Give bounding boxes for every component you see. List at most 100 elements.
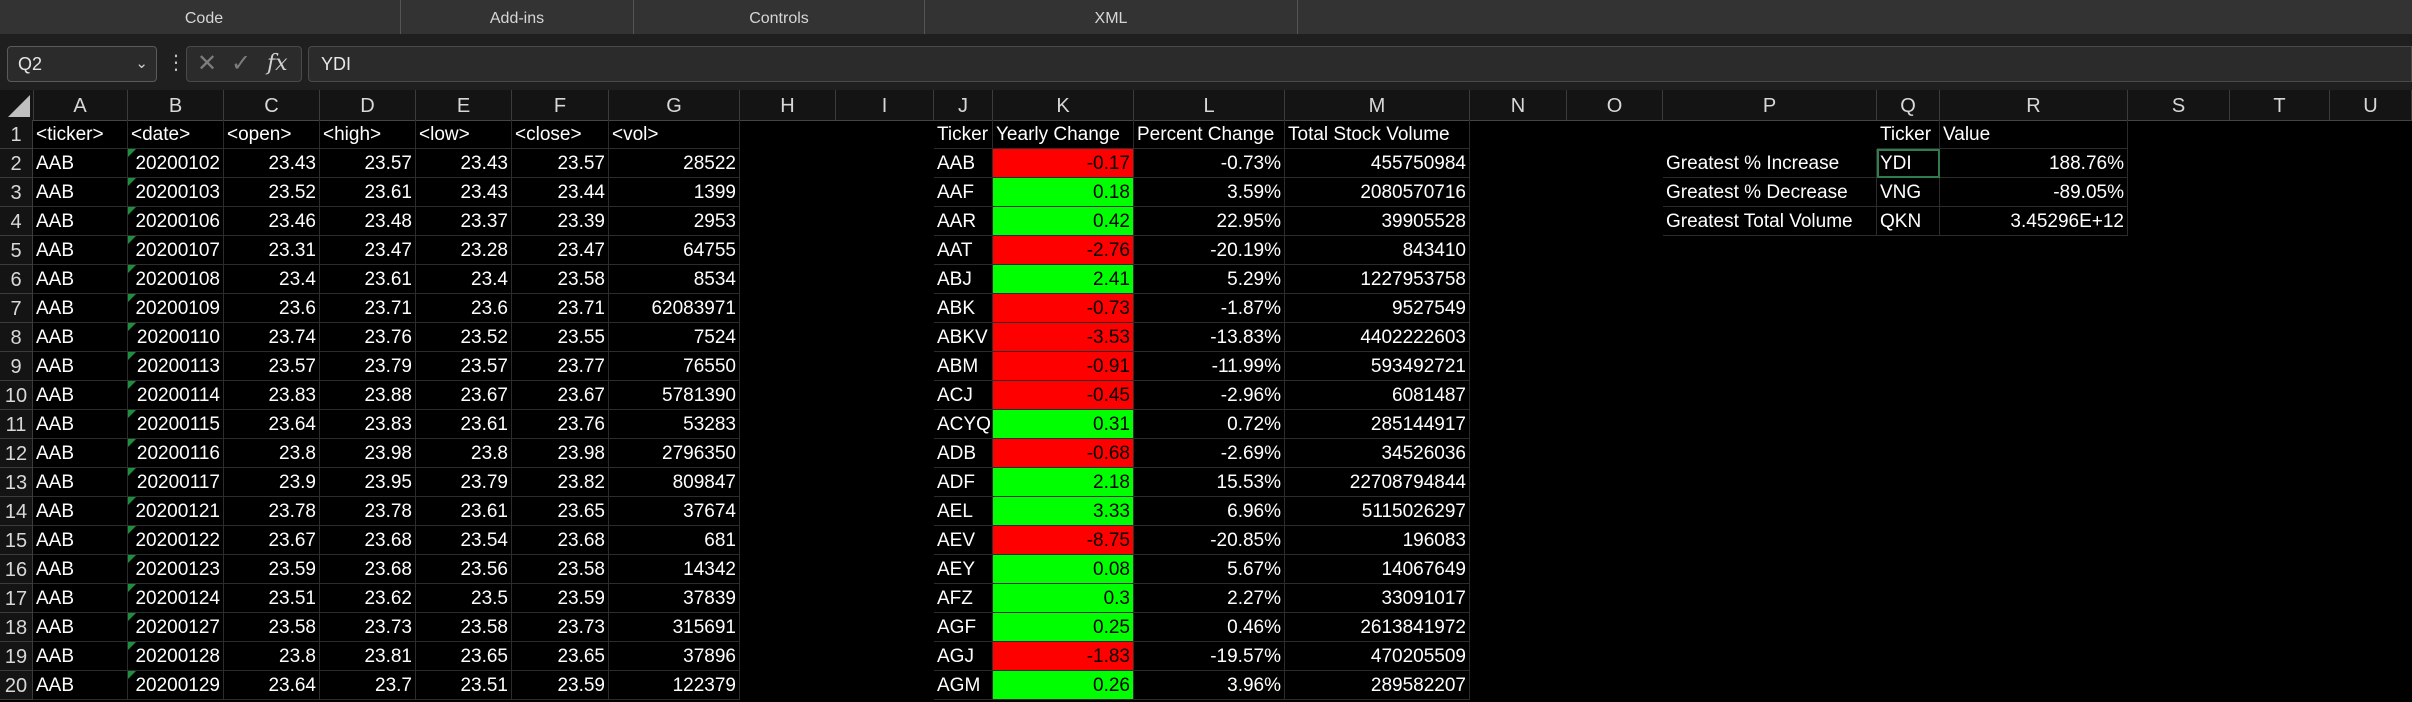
table-cell[interactable]: AAB [33,439,128,468]
table-cell[interactable]: 23.98 [320,439,416,468]
yearly-change-cell[interactable]: -0.68 [993,439,1134,468]
row-header-8[interactable]: 8 [0,323,33,352]
summary-cell[interactable]: 3.59% [1134,178,1285,207]
summary-cell[interactable]: 289582207 [1285,671,1470,700]
column-header-u[interactable]: U [2330,90,2412,120]
table-cell[interactable]: 23.61 [416,497,512,526]
table-cell[interactable]: 23.64 [224,410,320,439]
ribbon-group-code[interactable]: Code [8,0,401,34]
column-header-f[interactable]: F [512,90,609,120]
column-header-i[interactable]: I [836,90,934,120]
row-header-15[interactable]: 15 [0,526,33,555]
row-header-18[interactable]: 18 [0,613,33,642]
greatest-value-cell[interactable]: 3.45296E+12 [1940,207,2128,236]
summary-cell[interactable]: 3.96% [1134,671,1285,700]
yearly-change-cell[interactable]: -0.91 [993,352,1134,381]
table-cell[interactable]: 23.6 [416,294,512,323]
column-header-n[interactable]: N [1470,90,1567,120]
table-cell[interactable]: 23.65 [512,642,609,671]
summary-header-cell[interactable]: Ticker [934,120,993,149]
summary-cell[interactable]: -19.57% [1134,642,1285,671]
table-cell[interactable]: AAB [33,613,128,642]
table-cell[interactable]: 23.7 [320,671,416,700]
insert-function-icon[interactable]: fx [267,51,288,76]
more-options-icon[interactable]: ⋮ [166,52,186,74]
summary-cell[interactable]: AAT [934,236,993,265]
table-cell[interactable]: 23.43 [416,178,512,207]
row-header-2[interactable]: 2 [0,149,33,178]
summary-cell[interactable]: AGF [934,613,993,642]
table-cell[interactable]: 23.83 [320,410,416,439]
greatest-value-cell[interactable]: 188.76% [1940,149,2128,178]
table-cell[interactable]: 23.59 [512,584,609,613]
raw-header-cell[interactable]: <low> [416,120,512,149]
yearly-change-cell[interactable]: -0.73 [993,294,1134,323]
greatest-header-cell[interactable]: Value [1940,120,2128,149]
summary-cell[interactable]: ADF [934,468,993,497]
table-cell[interactable]: 20200115 [128,410,224,439]
table-cell[interactable]: 23.79 [416,468,512,497]
table-cell[interactable]: 23.57 [416,352,512,381]
table-cell[interactable]: 28522 [609,149,740,178]
yearly-change-cell[interactable]: -1.83 [993,642,1134,671]
table-cell[interactable]: 20200128 [128,642,224,671]
summary-header-cell[interactable]: Total Stock Volume [1285,120,1470,149]
table-cell[interactable]: AAB [33,526,128,555]
table-cell[interactable]: 23.44 [512,178,609,207]
column-header-m[interactable]: M [1285,90,1470,120]
summary-cell[interactable]: AGJ [934,642,993,671]
raw-header-cell[interactable]: <date> [128,120,224,149]
summary-cell[interactable]: 6081487 [1285,381,1470,410]
summary-cell[interactable]: AEL [934,497,993,526]
table-cell[interactable]: 37674 [609,497,740,526]
table-cell[interactable]: 23.83 [224,381,320,410]
table-cell[interactable]: 23.54 [416,526,512,555]
summary-cell[interactable]: ABK [934,294,993,323]
summary-cell[interactable]: -2.69% [1134,439,1285,468]
table-cell[interactable]: 681 [609,526,740,555]
table-cell[interactable]: 23.67 [416,381,512,410]
summary-cell[interactable]: 0.46% [1134,613,1285,642]
greatest-value-cell[interactable]: VNG [1877,178,1940,207]
table-cell[interactable]: 23.57 [512,149,609,178]
row-header-19[interactable]: 19 [0,642,33,671]
table-cell[interactable]: 122379 [609,671,740,700]
table-cell[interactable]: 23.74 [224,323,320,352]
table-cell[interactable]: 23.68 [320,555,416,584]
row-header-5[interactable]: 5 [0,236,33,265]
table-cell[interactable]: 23.58 [512,555,609,584]
raw-header-cell[interactable]: <high> [320,120,416,149]
table-cell[interactable]: AAB [33,265,128,294]
table-cell[interactable]: 23.71 [512,294,609,323]
table-cell[interactable]: 23.73 [320,613,416,642]
summary-cell[interactable]: 15.53% [1134,468,1285,497]
table-cell[interactable]: 23.4 [224,265,320,294]
table-cell[interactable]: 23.65 [416,642,512,671]
table-cell[interactable]: AAB [33,555,128,584]
table-cell[interactable]: 20200116 [128,439,224,468]
column-header-s[interactable]: S [2128,90,2230,120]
table-cell[interactable]: 20200108 [128,265,224,294]
table-cell[interactable]: 23.79 [320,352,416,381]
summary-cell[interactable]: 2613841972 [1285,613,1470,642]
yearly-change-cell[interactable]: 0.25 [993,613,1134,642]
table-cell[interactable]: 23.43 [416,149,512,178]
greatest-label-cell[interactable]: Greatest % Increase [1663,149,1877,178]
row-header-20[interactable]: 20 [0,671,33,700]
table-cell[interactable]: 23.56 [416,555,512,584]
table-cell[interactable]: 23.77 [512,352,609,381]
yearly-change-cell[interactable]: 0.31 [993,410,1134,439]
summary-cell[interactable]: 5.67% [1134,555,1285,584]
yearly-change-cell[interactable]: -8.75 [993,526,1134,555]
row-header-16[interactable]: 16 [0,555,33,584]
table-cell[interactable]: 23.76 [320,323,416,352]
table-cell[interactable]: AAB [33,352,128,381]
summary-cell[interactable]: AEV [934,526,993,555]
summary-cell[interactable]: AAF [934,178,993,207]
table-cell[interactable]: 23.43 [224,149,320,178]
column-header-j[interactable]: J [934,90,993,120]
table-cell[interactable]: 23.78 [224,497,320,526]
table-cell[interactable]: 23.57 [320,149,416,178]
summary-cell[interactable]: ABKV [934,323,993,352]
